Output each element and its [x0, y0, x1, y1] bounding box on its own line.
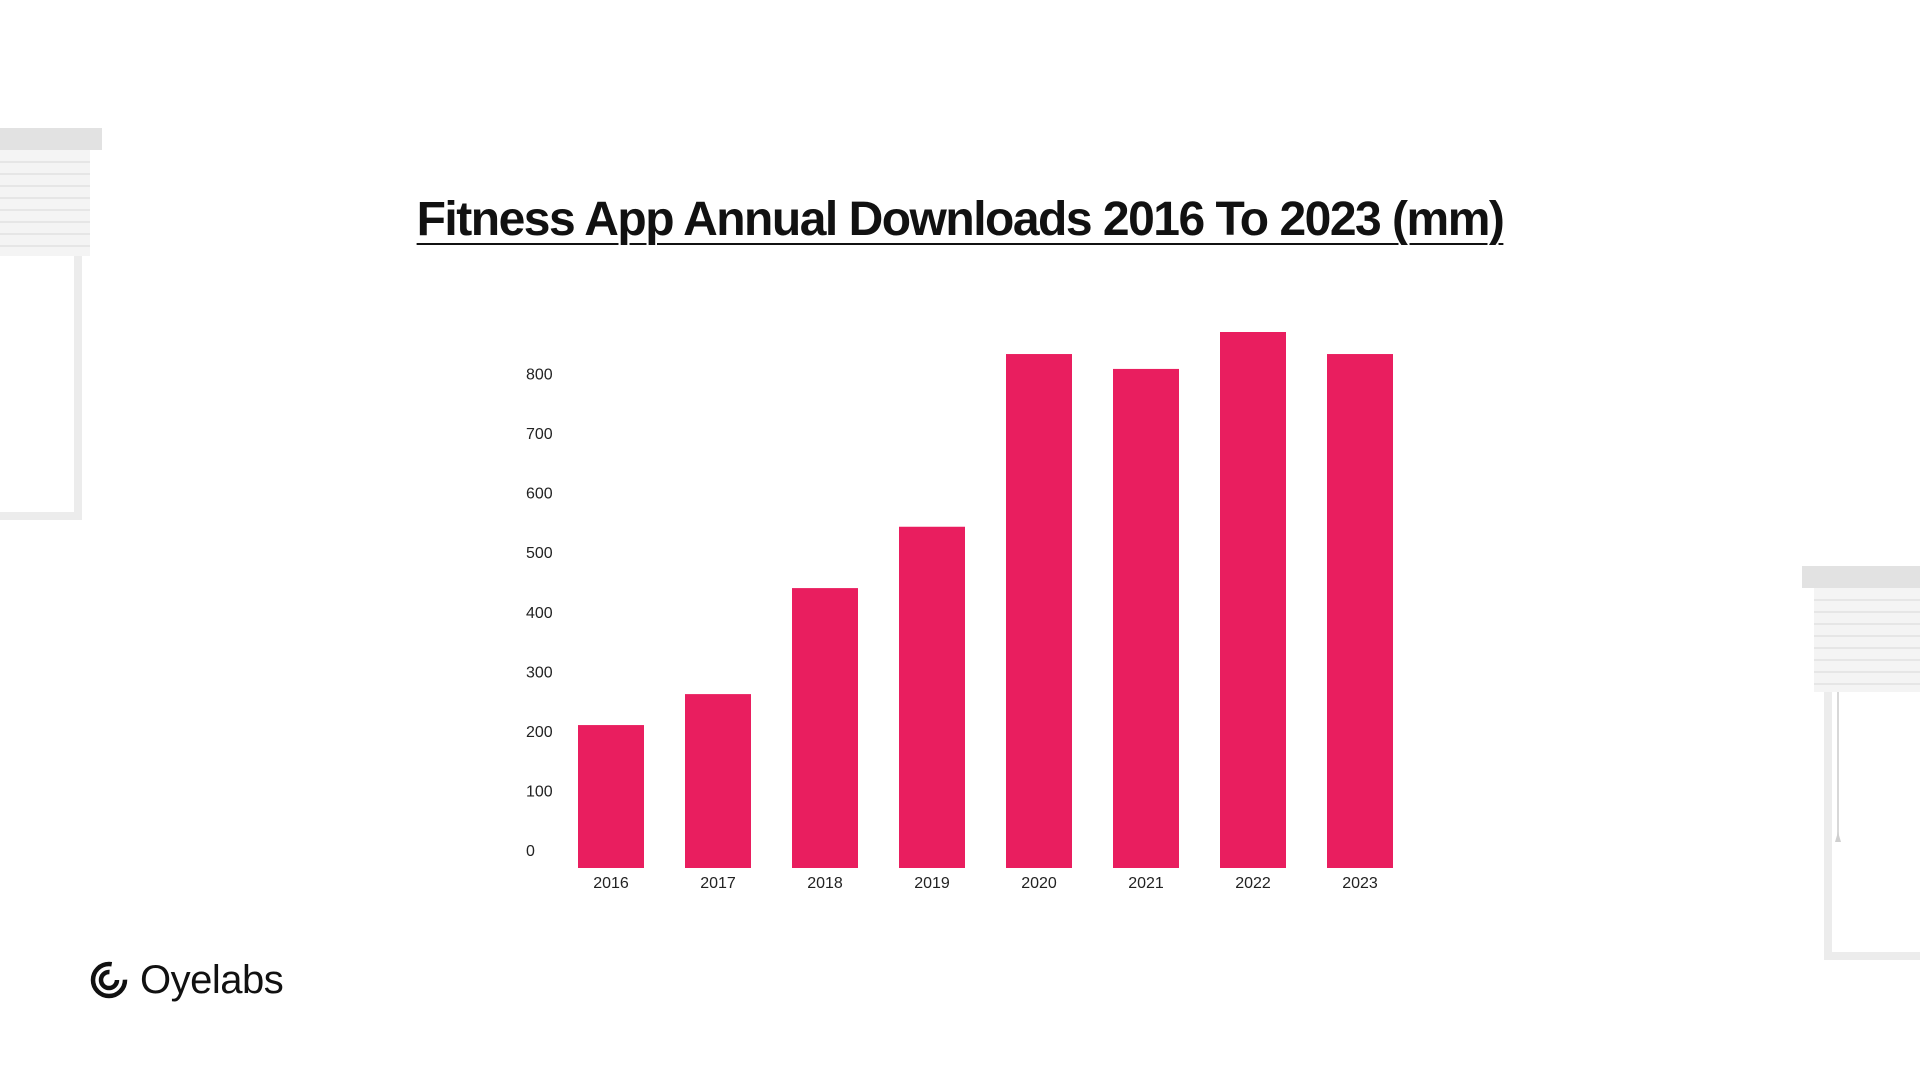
- y-tick-label: 200: [526, 724, 553, 741]
- x-tick-label: 2023: [1342, 875, 1378, 892]
- oyelabs-logo-icon: [90, 961, 128, 999]
- brand-name: Oyelabs: [140, 957, 284, 1002]
- chart-title: Fitness App Annual Downloads 2016 To 202…: [416, 193, 1505, 246]
- bars: [578, 332, 1393, 869]
- y-tick-label: 800: [526, 367, 553, 384]
- y-tick-label: 400: [526, 605, 553, 622]
- y-tick-label: 600: [526, 486, 553, 503]
- x-tick-label: 2019: [914, 875, 950, 892]
- y-tick-label: 500: [526, 545, 553, 562]
- y-axis-ticks: 0 100 200 300 400 500 600 700 800: [526, 367, 553, 860]
- y-tick-label: 100: [526, 783, 553, 800]
- bar-2018: [792, 588, 858, 868]
- y-tick-label: 700: [526, 426, 553, 443]
- brand-logo: Oyelabs: [88, 955, 284, 1005]
- x-axis-ticks: 2016 2017 2018 2019 2020 2021 2022 2023: [593, 875, 1378, 892]
- bar-2023: [1327, 354, 1393, 869]
- bar-2016: [578, 725, 644, 868]
- bar-2022: [1220, 332, 1286, 868]
- x-tick-label: 2017: [700, 875, 736, 892]
- y-tick-label: 300: [526, 664, 553, 681]
- bar-2020: [1006, 354, 1072, 869]
- x-tick-label: 2016: [593, 875, 629, 892]
- bar-2021: [1113, 368, 1179, 868]
- window-blind-icon-left: [0, 128, 102, 520]
- bar-2019: [899, 526, 965, 868]
- x-tick-label: 2022: [1235, 875, 1271, 892]
- x-tick-label: 2021: [1128, 875, 1164, 892]
- x-tick-label: 2018: [807, 875, 843, 892]
- y-tick-label: 0: [526, 843, 535, 860]
- x-tick-label: 2020: [1021, 875, 1057, 892]
- window-blind-icon-right: [1802, 566, 1920, 960]
- bar-2017: [685, 694, 751, 868]
